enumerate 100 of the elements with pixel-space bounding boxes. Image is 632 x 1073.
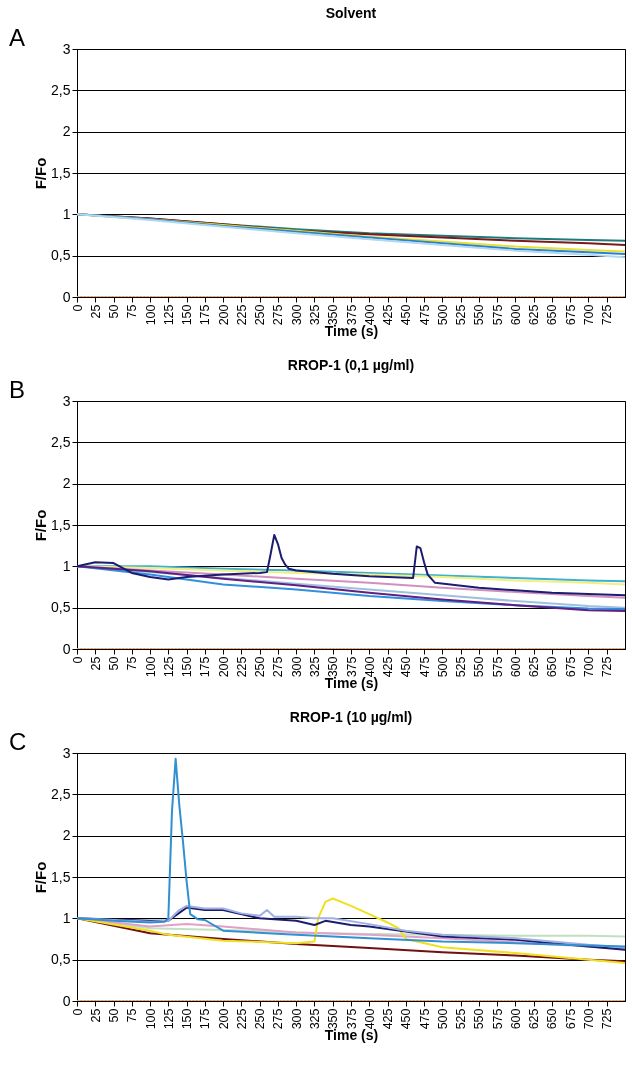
y-tick-label: 2,5 [51,785,71,802]
x-tick-label: 325 [307,656,322,678]
x-tick-label: 150 [180,1008,195,1030]
x-tick-label: 600 [508,304,523,326]
chart-title: RROP-1 (10 µg/ml) [289,709,413,725]
x-tick-label: 125 [161,656,176,678]
x-tick-label: 350 [326,1008,341,1030]
x-tick-label: 25 [88,1008,103,1023]
x-tick-label: 175 [198,1008,213,1030]
x-tick-label: 400 [362,1008,377,1030]
y-tick-label: 0 [62,288,71,305]
y-tick-label: 1 [62,909,71,926]
y-axis-title: F/Fo [32,861,50,894]
y-tick-label: 3 [62,744,71,761]
x-tick-label: 575 [490,656,505,678]
x-tick-label: 550 [472,656,487,678]
x-tick-label: 225 [234,656,249,678]
x-tick-label: 75 [125,1008,140,1023]
x-tick-label: 375 [344,304,359,326]
x-tick-label: 625 [527,304,542,326]
y-axis-title: F/Fo [32,509,50,542]
x-tick-label: 675 [563,304,578,326]
x-tick-label: 650 [545,304,560,326]
y-tick-label: 0,5 [51,599,71,616]
x-tick-label: 650 [545,656,560,678]
x-tick-label: 75 [125,656,140,671]
x-tick-label: 125 [161,304,176,326]
x-tick-label: 350 [326,656,341,678]
y-tick-label: 0 [62,640,71,657]
y-axis-title: F/Fo [32,157,50,190]
x-tick-label: 50 [107,656,122,671]
x-tick-label: 175 [198,656,213,678]
x-tick-label: 725 [600,1008,615,1030]
x-tick-label: 50 [107,304,122,319]
x-tick-label: 425 [381,1008,396,1030]
y-tick-label: 1,5 [51,868,71,885]
x-tick-label: 275 [271,304,286,326]
x-tick-label: 700 [581,656,596,678]
y-tick-label: 2 [62,123,71,140]
x-tick-label: 250 [253,1008,268,1030]
y-tick-label: 2 [62,475,71,492]
y-tick-label: 3 [62,392,71,409]
x-tick-label: 125 [161,1008,176,1030]
x-tick-label: 0 [70,1008,85,1016]
x-tick-label: 675 [563,1008,578,1030]
x-tick-label: 200 [216,304,231,326]
x-tick-label: 200 [216,1008,231,1030]
y-tick-label: 1 [62,557,71,574]
x-tick-label: 25 [88,304,103,319]
x-tick-label: 400 [362,304,377,326]
x-tick-label: 450 [399,656,414,678]
x-tick-label: 350 [326,304,341,326]
x-tick-label: 600 [508,1008,523,1030]
y-tick-label: 2,5 [51,433,71,450]
x-tick-label: 700 [581,1008,596,1030]
y-tick-label: 2 [62,827,71,844]
x-tick-label: 425 [381,656,396,678]
x-tick-label: 225 [234,304,249,326]
x-tick-label: 525 [454,304,469,326]
x-tick-label: 150 [180,656,195,678]
x-tick-label: 550 [472,1008,487,1030]
text: A [9,24,26,51]
x-tick-label: 300 [289,656,304,678]
x-tick-label: 675 [563,656,578,678]
y-tick-label: 3 [62,40,71,57]
text: B [9,376,26,403]
x-tick-label: 175 [198,304,213,326]
x-tick-label: 500 [435,304,450,326]
x-tick-label: 250 [253,656,268,678]
x-tick-label: 275 [271,656,286,678]
x-tick-label: 200 [216,656,231,678]
x-tick-label: 300 [289,304,304,326]
y-tick-label: 2,5 [51,81,71,98]
chart-title: Solvent [325,5,377,21]
x-tick-label: 725 [600,304,615,326]
x-tick-label: 650 [545,1008,560,1030]
x-tick-label: 300 [289,1008,304,1030]
chart-title: RROP-1 (0,1 µg/ml) [287,357,415,373]
x-tick-label: 575 [490,304,505,326]
x-tick-label: 450 [399,304,414,326]
x-tick-label: 100 [143,1008,158,1030]
x-tick-label: 150 [180,304,195,326]
x-tick-label: 325 [307,304,322,326]
x-tick-label: 425 [381,304,396,326]
x-tick-label: 0 [70,304,85,312]
x-tick-label: 250 [253,304,268,326]
x-tick-label: 725 [600,656,615,678]
x-tick-label: 400 [362,656,377,678]
x-tick-label: 450 [399,1008,414,1030]
x-tick-label: 600 [508,656,523,678]
x-tick-label: 550 [472,304,487,326]
x-tick-label: 525 [454,656,469,678]
x-tick-label: 0 [70,656,85,664]
x-tick-label: 475 [417,304,432,326]
x-tick-label: 325 [307,1008,322,1030]
x-tick-label: 500 [435,1008,450,1030]
x-tick-label: 100 [143,656,158,678]
x-tick-label: 225 [234,1008,249,1030]
x-tick-label: 375 [344,1008,359,1030]
y-tick-label: 0,5 [51,247,71,264]
